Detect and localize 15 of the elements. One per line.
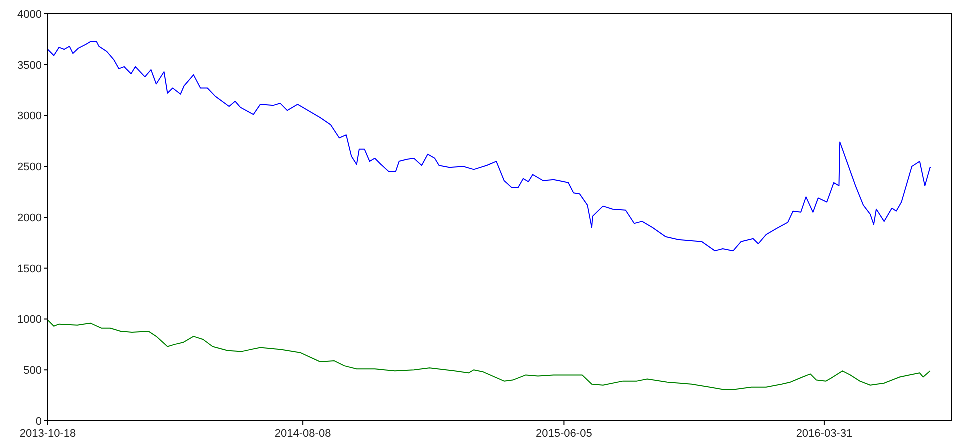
x-tick-label: 2013-10-18	[20, 428, 76, 440]
y-tick-label: 1000	[18, 314, 42, 326]
y-tick-label: 500	[24, 365, 42, 378]
line-series	[48, 40, 932, 252]
y-tick-label: 4000	[18, 8, 42, 21]
y-tick-label: 2000	[18, 212, 42, 224]
y-tick-label: 1500	[18, 263, 42, 276]
y-tick-label: 0	[36, 416, 42, 428]
y-tick-label: 3500	[18, 60, 42, 72]
y-tick-label: 2500	[18, 162, 42, 174]
y-tick-label: 3000	[18, 110, 42, 123]
x-tick-label: 2015-06-05	[536, 428, 592, 440]
line-series	[48, 320, 931, 390]
x-tick-label: 2014-08-08	[274, 428, 332, 440]
x-tick-label: 2016-03-31	[796, 428, 853, 440]
